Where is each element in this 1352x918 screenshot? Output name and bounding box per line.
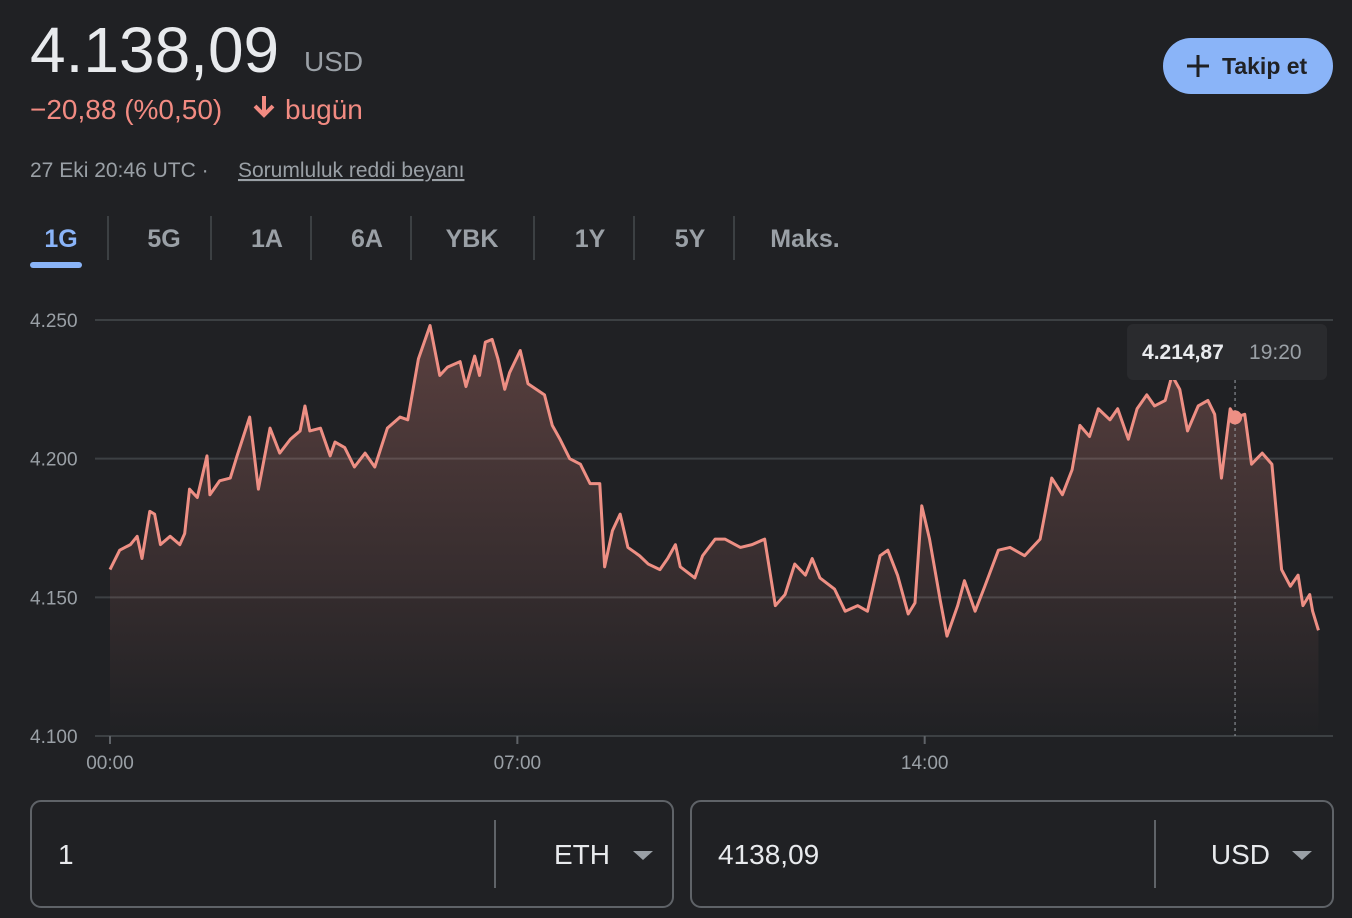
amount-box[interactable] xyxy=(30,800,674,908)
hover-point xyxy=(1228,410,1243,425)
price: 4.138,09 xyxy=(30,14,279,86)
tab[interactable]: 1G xyxy=(44,225,77,253)
y-tick-label: 4.150 xyxy=(30,588,78,609)
dropdown-arrow[interactable] xyxy=(633,851,653,860)
tab[interactable]: YBK xyxy=(446,225,499,253)
x-tick-label: 07:00 xyxy=(494,753,542,774)
tab[interactable]: 5Y xyxy=(675,225,706,253)
y-tick-label: 4.250 xyxy=(30,311,78,332)
follow-button[interactable] xyxy=(1163,38,1333,94)
tab[interactable]: Maks. xyxy=(770,225,839,253)
tooltip-box xyxy=(1127,324,1328,380)
follow-label[interactable]: Takip et xyxy=(1222,53,1308,79)
y-tick-label: 4.200 xyxy=(30,450,78,471)
x-tick-label: 14:00 xyxy=(901,753,949,774)
result-box[interactable] xyxy=(690,800,1334,908)
price-line xyxy=(108,324,1320,638)
area-fill xyxy=(110,325,1319,736)
y-tick-label: 4.100 xyxy=(30,727,78,748)
tab[interactable]: 1Y xyxy=(575,225,606,253)
tooltip-value: 4.214,87 xyxy=(1142,341,1224,364)
tooltip-time: 19:20 xyxy=(1249,341,1302,364)
tab[interactable]: 6A xyxy=(351,225,383,253)
from-currency[interactable]: ETH xyxy=(554,839,610,870)
result[interactable]: 4138,09 xyxy=(718,839,819,870)
timestamp: 27 Eki 20:46 UTC · xyxy=(30,159,209,182)
tab[interactable]: 1A xyxy=(251,225,283,253)
change-suffix: bugün xyxy=(285,94,363,125)
tab[interactable]: 5G xyxy=(147,225,180,253)
down-arrow xyxy=(253,96,275,118)
to-currency[interactable]: USD xyxy=(1211,839,1270,870)
dropdown-arrow[interactable] xyxy=(1292,851,1312,860)
tab-indicator xyxy=(30,262,82,268)
change: −20,88 (%0,50) xyxy=(30,94,222,125)
x-tick-label: 00:00 xyxy=(86,753,134,774)
amount[interactable]: 1 xyxy=(58,839,74,870)
disclaimer-link[interactable]: Sorumluluk reddi beyanı xyxy=(238,159,464,182)
plus-icon xyxy=(1187,55,1209,77)
currency: USD xyxy=(304,46,363,77)
